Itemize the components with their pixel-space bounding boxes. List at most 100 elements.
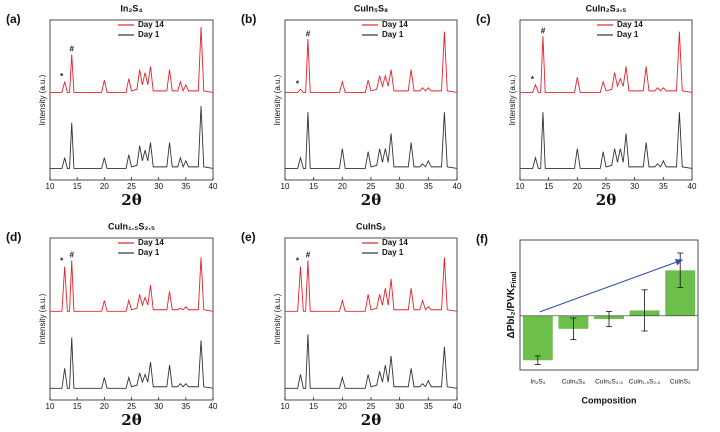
peak-marker: *	[60, 257, 64, 266]
x-tick-label: 25	[127, 182, 136, 191]
xrd-pattern	[285, 257, 458, 312]
y-axis-label: Intensity (a.u.)	[38, 293, 47, 344]
x-axis-label: Composition	[582, 395, 637, 405]
x-tick-label: CuIn₁.₅S₂.₅	[629, 379, 661, 386]
x-axis-label: 2θ	[596, 191, 616, 209]
x-tick-label: 15	[73, 182, 82, 191]
x-tick-label: 40	[453, 402, 462, 411]
x-tick-label: 20	[338, 182, 347, 191]
panel-title: CuIn₅S₈	[354, 3, 388, 13]
y-axis-label: Intensity (a.u.)	[508, 74, 517, 125]
panel-label: (f)	[476, 232, 488, 246]
y-axis-label-main: ΔPbI₂/PVK	[506, 287, 517, 338]
peak-marker: *	[296, 79, 300, 88]
xrd-pattern	[50, 257, 214, 312]
x-tick-label: 20	[100, 182, 109, 191]
panel-label: (e)	[241, 230, 256, 244]
x-axis-label: 2θ	[121, 411, 141, 429]
xrd-pattern	[520, 31, 693, 93]
x-tick-label: 40	[688, 182, 697, 191]
y-axis-label: Intensity (a.u.)	[273, 293, 282, 344]
x-tick-label: 10	[281, 182, 290, 191]
x-tick-label: CuIn₂S₃.₅	[595, 379, 623, 386]
legend-label: Day 1	[138, 248, 160, 257]
x-tick-label: In₂S₄	[530, 379, 545, 386]
legend-label: Day 1	[382, 30, 404, 39]
xrd-pattern	[520, 112, 693, 169]
x-tick-label: 25	[602, 182, 611, 191]
x-tick-label: CuInS₂	[670, 379, 691, 386]
x-axis-label: 2θ	[361, 191, 381, 209]
x-tick-label: 15	[544, 182, 553, 191]
panel-label: (c)	[476, 12, 491, 26]
x-tick-label: 25	[127, 402, 136, 411]
legend-label: Day 14	[138, 238, 164, 247]
bar	[522, 315, 553, 361]
plot-frame	[284, 237, 458, 401]
x-tick-label: 20	[100, 402, 109, 411]
x-tick-label: 30	[154, 402, 163, 411]
legend-label: Day 14	[617, 20, 643, 29]
x-tick-label: 10	[46, 402, 55, 411]
peak-marker: #	[306, 29, 311, 38]
legend-label: Day 14	[138, 20, 164, 29]
plot-frame	[49, 237, 214, 401]
xrd-pattern	[50, 337, 214, 389]
x-tick-label: 25	[367, 182, 376, 191]
xrd-pattern	[285, 334, 458, 389]
plot-frame	[284, 19, 458, 181]
y-axis-label: Intensity (a.u.)	[273, 74, 282, 125]
legend-label: Day 14	[382, 20, 408, 29]
panel-title: CuIn₂S₃.₅	[586, 3, 627, 13]
x-tick-label: 15	[309, 182, 318, 191]
xrd-pattern	[50, 27, 214, 93]
x-tick-label: 35	[181, 402, 190, 411]
y-axis-label: ΔPbI₂/PVKFinal	[506, 272, 519, 339]
x-tick-label: 25	[367, 402, 376, 411]
peak-marker: *	[60, 72, 64, 81]
x-tick-label: 35	[424, 402, 433, 411]
plot-frame	[49, 19, 214, 181]
plot-frame	[519, 239, 699, 371]
x-tick-label: 40	[453, 182, 462, 191]
y-axis-label: Intensity (a.u.)	[38, 74, 47, 125]
x-tick-label: 40	[209, 182, 218, 191]
x-tick-label: 10	[281, 402, 290, 411]
panel-label: (a)	[6, 12, 21, 26]
xrd-pattern	[50, 106, 214, 169]
x-tick-label: 30	[395, 402, 404, 411]
x-axis-label: 2θ	[121, 191, 141, 209]
y-axis-label-sub: Final	[511, 272, 518, 288]
x-tick-label: 15	[73, 402, 82, 411]
plot-frame	[519, 19, 693, 181]
x-tick-label: 20	[573, 182, 582, 191]
peak-marker: *	[531, 75, 535, 84]
x-tick-label: 30	[154, 182, 163, 191]
x-tick-label: 40	[209, 402, 218, 411]
peak-marker: *	[296, 257, 300, 266]
x-tick-label: 30	[395, 182, 404, 191]
x-tick-label: 10	[46, 182, 55, 191]
x-tick-label: 35	[181, 182, 190, 191]
x-tick-label: 10	[516, 182, 525, 191]
panel-label: (b)	[241, 12, 256, 26]
peak-marker: #	[70, 45, 75, 54]
trend-arrow	[539, 259, 684, 313]
panel-label: (d)	[6, 230, 21, 244]
xrd-pattern	[285, 112, 458, 169]
legend-label: Day 1	[617, 30, 639, 39]
xrd-pattern	[285, 31, 458, 93]
peak-marker: #	[541, 26, 546, 35]
legend-label: Day 14	[382, 238, 408, 247]
legend-label: Day 1	[382, 248, 404, 257]
x-axis-label: 2θ	[361, 411, 381, 429]
x-tick-label: CuIn₅S₈	[562, 379, 586, 386]
x-tick-label: 35	[659, 182, 668, 191]
panel-title: CuInS₂	[356, 221, 386, 231]
x-tick-label: 15	[309, 402, 318, 411]
peak-marker: #	[70, 251, 75, 260]
peak-marker: #	[306, 251, 311, 260]
panel-title: CuIn₁.₅S₂.₅	[108, 221, 155, 231]
x-tick-label: 20	[338, 402, 347, 411]
